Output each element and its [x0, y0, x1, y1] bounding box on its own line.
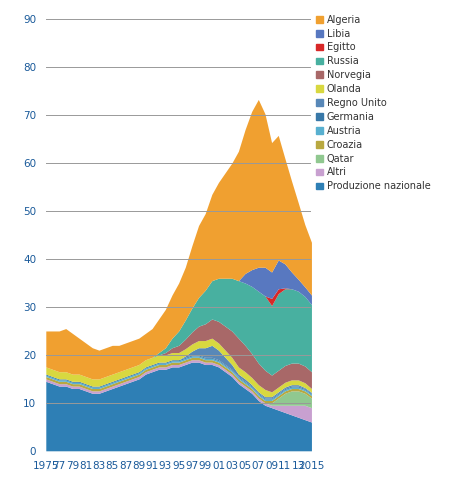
Legend: Algeria, Libia, Egitto, Russia, Norvegia, Olanda, Regno Unito, Germania, Austria: Algeria, Libia, Egitto, Russia, Norvegia… [316, 15, 431, 191]
